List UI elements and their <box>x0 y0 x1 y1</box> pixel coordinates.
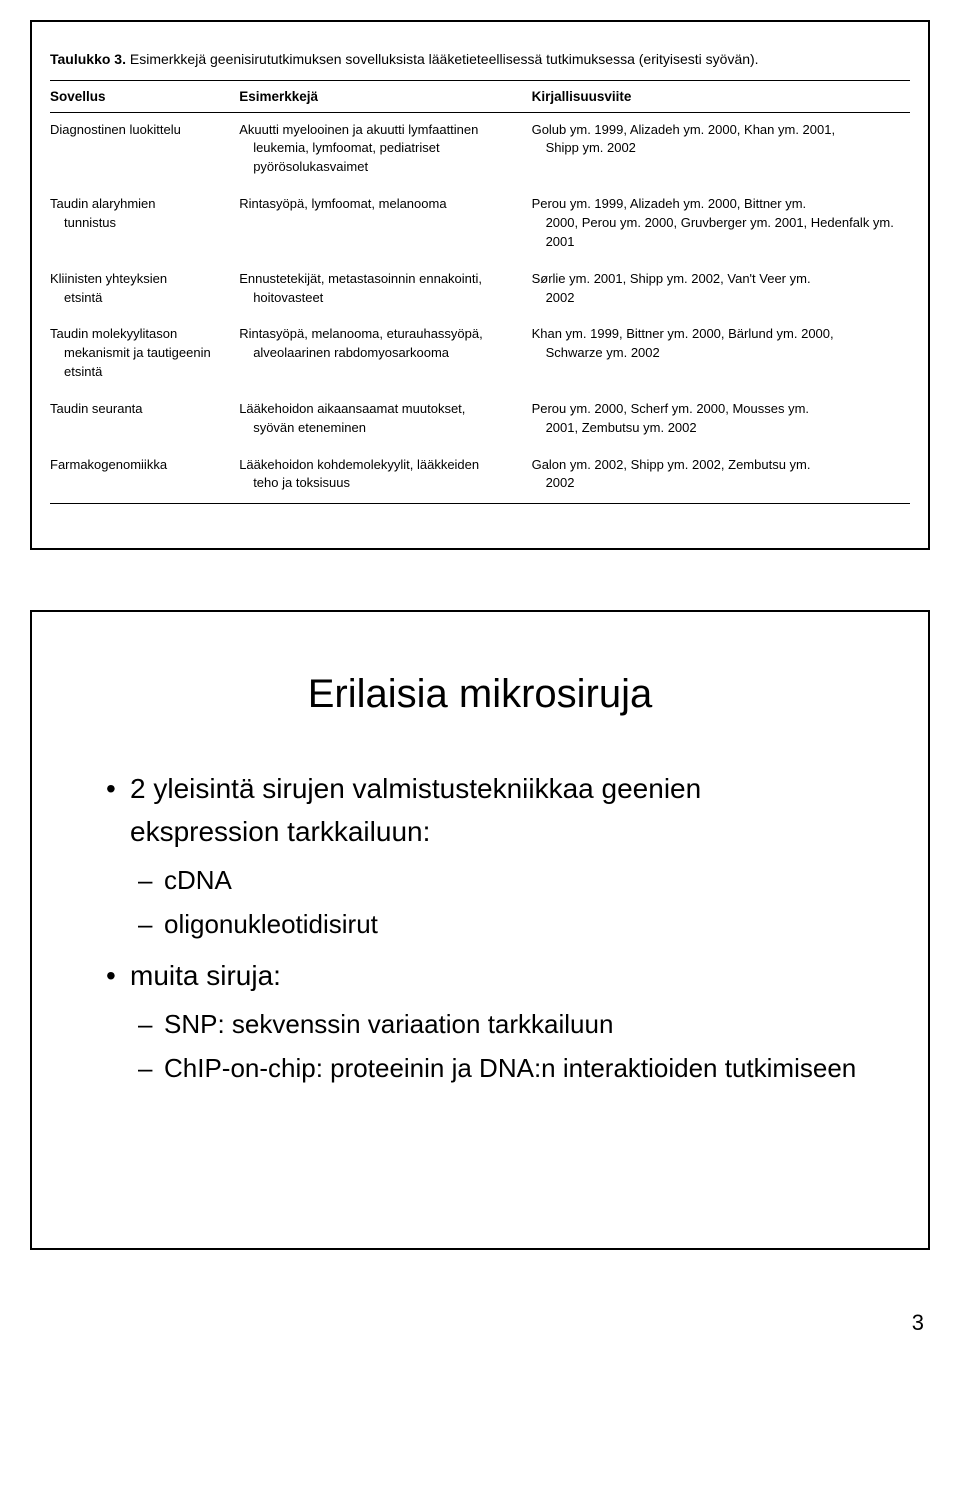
cell-esimerkkeja: Lääkehoidon aikaansaamat muutokset,syövä… <box>239 392 531 448</box>
bullet-2-text: muita siruja: <box>130 960 281 991</box>
sub-snp: SNP: sekvenssin variaation tarkkailuun <box>130 1004 858 1044</box>
cell-sovellus: Kliinisten yhteyksienetsintä <box>50 262 239 318</box>
bullet-2-sub: SNP: sekvenssin variaation tarkkailuun C… <box>130 1004 858 1089</box>
examples-table: Sovellus Esimerkkejä Kirjallisuusviite D… <box>50 80 910 505</box>
bullet-2: muita siruja: SNP: sekvenssin variaation… <box>102 954 858 1088</box>
cell-esimerkkeja: Lääkehoidon kohdemolekyylit, lääkkeident… <box>239 448 531 504</box>
caption-bold: Taulukko 3. <box>50 51 126 67</box>
cell-sovellus: Farmakogenomiikka <box>50 448 239 504</box>
page-number: 3 <box>30 1310 930 1336</box>
table-row: FarmakogenomiikkaLääkehoidon kohdemoleky… <box>50 448 910 504</box>
table-body: Diagnostinen luokitteluAkuutti myelooine… <box>50 112 910 504</box>
table-row: Taudin alaryhmientunnistusRintasyöpä, ly… <box>50 187 910 262</box>
table-row: Kliinisten yhteyksienetsintäEnnustetekij… <box>50 262 910 318</box>
table-header-row: Sovellus Esimerkkejä Kirjallisuusviite <box>50 80 910 112</box>
cell-sovellus: Taudin seuranta <box>50 392 239 448</box>
table-row: Taudin molekyylitasonmekanismit ja tauti… <box>50 317 910 392</box>
slide-bullets: Erilaisia mikrosiruja 2 yleisintä siruje… <box>30 610 930 1250</box>
cell-esimerkkeja: Akuutti myelooinen ja akuutti lymfaattin… <box>239 112 531 187</box>
cell-viite: Perou ym. 2000, Scherf ym. 2000, Mousses… <box>532 392 910 448</box>
bullet-list: 2 yleisintä sirujen valmistustekniikkaa … <box>102 767 858 1088</box>
sub-oligo: oligonukleotidisirut <box>130 904 858 944</box>
sub-cdna: cDNA <box>130 860 858 900</box>
caption-rest: Esimerkkejä geenisirututkimuksen sovellu… <box>126 51 759 67</box>
slide-table: Taulukko 3. Esimerkkejä geenisirututkimu… <box>30 20 930 550</box>
cell-viite: Khan ym. 1999, Bittner ym. 2000, Bärlund… <box>532 317 910 392</box>
cell-viite: Golub ym. 1999, Alizadeh ym. 2000, Khan … <box>532 112 910 187</box>
th-esimerkkeja: Esimerkkejä <box>239 80 531 112</box>
cell-esimerkkeja: Ennustetekijät, metastasoinnin ennakoint… <box>239 262 531 318</box>
bullet-1-text: 2 yleisintä sirujen valmistustekniikkaa … <box>130 773 701 847</box>
cell-esimerkkeja: Rintasyöpä, melanooma, eturauhassyöpä,al… <box>239 317 531 392</box>
table-row: Diagnostinen luokitteluAkuutti myelooine… <box>50 112 910 187</box>
cell-sovellus: Taudin molekyylitasonmekanismit ja tauti… <box>50 317 239 392</box>
slide2-title: Erilaisia mikrosiruja <box>102 672 858 717</box>
cell-sovellus: Taudin alaryhmientunnistus <box>50 187 239 262</box>
table-caption: Taulukko 3. Esimerkkejä geenisirututkimu… <box>50 50 910 70</box>
th-sovellus: Sovellus <box>50 80 239 112</box>
cell-viite: Sørlie ym. 2001, Shipp ym. 2002, Van't V… <box>532 262 910 318</box>
bullet-1: 2 yleisintä sirujen valmistustekniikkaa … <box>102 767 858 944</box>
cell-viite: Perou ym. 1999, Alizadeh ym. 2000, Bittn… <box>532 187 910 262</box>
sub-chip: ChIP-on-chip: proteeinin ja DNA:n intera… <box>130 1048 858 1088</box>
th-kirjallisuusviite: Kirjallisuusviite <box>532 80 910 112</box>
cell-sovellus: Diagnostinen luokittelu <box>50 112 239 187</box>
cell-viite: Galon ym. 2002, Shipp ym. 2002, Zembutsu… <box>532 448 910 504</box>
bullet-1-sub: cDNA oligonukleotidisirut <box>130 860 858 945</box>
cell-esimerkkeja: Rintasyöpä, lymfoomat, melanooma <box>239 187 531 262</box>
table-row: Taudin seurantaLääkehoidon aikaansaamat … <box>50 392 910 448</box>
